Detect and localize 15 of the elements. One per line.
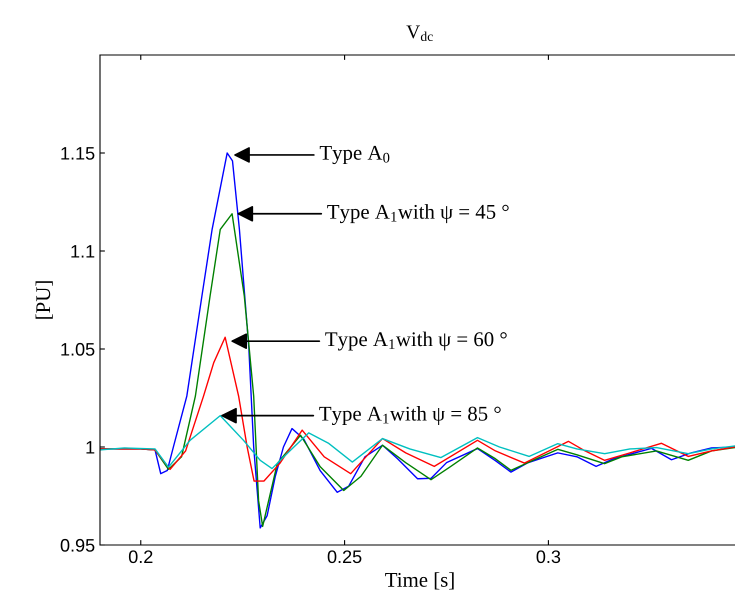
y-tick-label: 1 (86, 441, 94, 454)
chart-title: V$_{dc}$ (406, 26, 433, 42)
x-tick-label: 0.2 (128, 550, 152, 564)
y-tick-label: 0.95 (60, 538, 94, 552)
y-tick-label: 1.1 (71, 245, 94, 258)
x-tick-label: 0.3 (536, 550, 560, 564)
y-tick-label: 1.05 (61, 342, 94, 356)
y-tick-label: 1.15 (61, 147, 94, 160)
annotation: Type A$_{1}$with ψ = 85 ° (319, 406, 501, 426)
x-axis-title: Time [s] (385, 572, 454, 590)
y-axis-title: [PU] (36, 281, 53, 319)
annotation: Type A$_{1}$with ψ = 45 ° (327, 204, 509, 224)
annotation: Type A$_{1}$with ψ = 60 ° (325, 332, 507, 351)
annotation: Type A$_{0}$ (320, 146, 390, 164)
x-tick-label: 0.25 (328, 550, 362, 564)
